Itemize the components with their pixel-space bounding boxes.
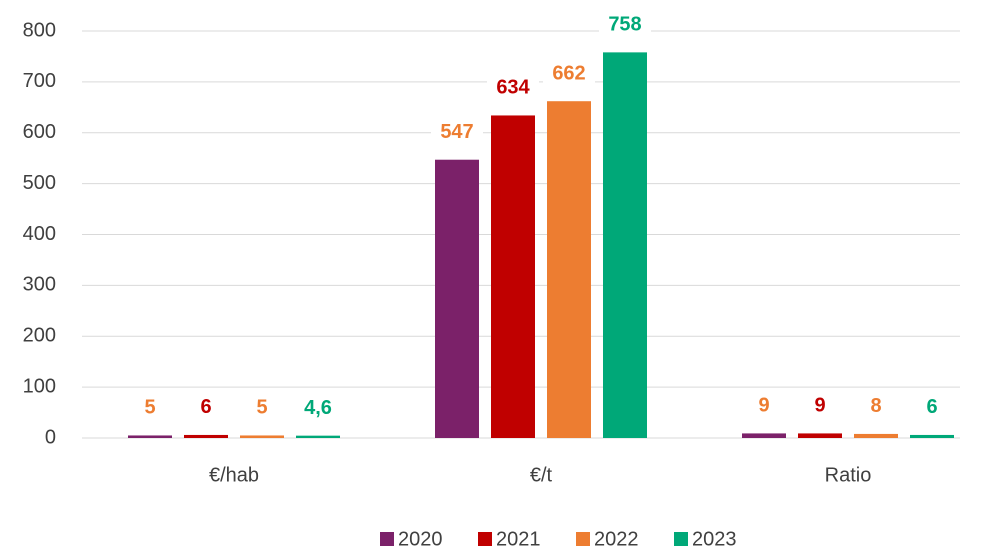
bar <box>910 434 954 438</box>
bar <box>240 435 284 438</box>
data-label: 6 <box>926 396 937 418</box>
data-label-bg <box>292 393 344 422</box>
y-tick-label: 700 <box>23 70 56 92</box>
legend-label: 2023 <box>692 528 737 547</box>
data-label-bg <box>906 392 958 421</box>
bar <box>547 101 591 439</box>
data-label-bg <box>850 391 902 420</box>
data-label: 6 <box>200 396 211 418</box>
data-label-bg <box>180 392 232 421</box>
data-label: 9 <box>814 395 825 417</box>
bar <box>296 435 340 438</box>
y-tick-label: 100 <box>23 375 56 397</box>
y-tick-label: 300 <box>23 274 56 296</box>
legend-label: 2022 <box>594 528 639 547</box>
bar <box>128 435 172 438</box>
data-label: 758 <box>608 14 641 36</box>
bar <box>603 52 647 439</box>
data-label: 634 <box>496 77 530 99</box>
legend-label: 2020 <box>398 528 443 547</box>
legend-swatch <box>576 532 590 546</box>
data-label-bg <box>599 10 651 39</box>
data-label: 9 <box>758 395 769 417</box>
data-label: 4,6 <box>304 397 332 419</box>
bar <box>184 434 228 438</box>
y-tick-label: 0 <box>45 426 56 448</box>
x-tick-label: Ratio <box>825 464 872 486</box>
y-tick-label: 400 <box>23 223 56 245</box>
y-tick-label: 200 <box>23 325 56 347</box>
data-label-bg <box>738 391 790 420</box>
data-label-bg <box>124 393 176 422</box>
x-tick-label: €/t <box>530 464 553 486</box>
data-label-bg <box>794 391 846 420</box>
data-label-bg <box>543 59 595 88</box>
bar <box>798 433 842 438</box>
data-label: 5 <box>256 397 267 419</box>
data-label: 5 <box>144 397 155 419</box>
legend-label: 2021 <box>496 528 541 547</box>
data-label-bg <box>431 117 483 146</box>
data-label: 547 <box>440 121 473 143</box>
data-label: 8 <box>870 395 881 417</box>
data-label-bg <box>487 73 539 102</box>
y-tick-label: 800 <box>23 19 56 41</box>
data-label-bg <box>236 393 288 422</box>
legend-swatch <box>674 532 688 546</box>
y-tick-label: 500 <box>23 172 56 194</box>
bar <box>854 433 898 438</box>
x-tick-label: €/hab <box>209 464 259 486</box>
bar <box>435 159 479 438</box>
bar <box>491 115 535 438</box>
y-tick-label: 600 <box>23 121 56 143</box>
legend-swatch <box>380 532 394 546</box>
data-label: 662 <box>552 62 585 84</box>
bar <box>742 433 786 438</box>
legend-swatch <box>478 532 492 546</box>
